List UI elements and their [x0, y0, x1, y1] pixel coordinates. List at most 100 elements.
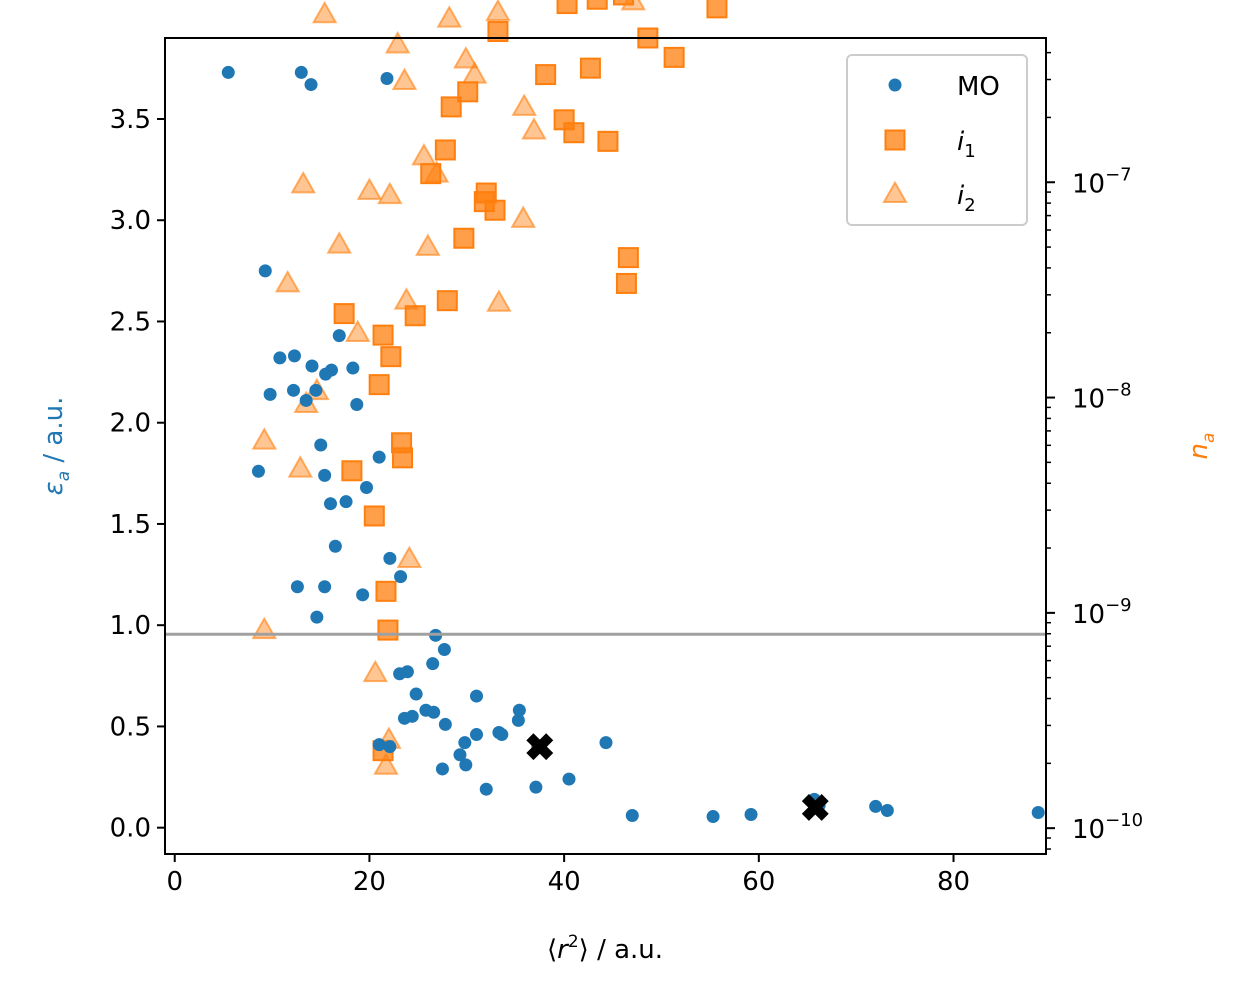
left-y-tick-label: 0.5: [110, 712, 151, 742]
i1-point: [615, 272, 637, 294]
i2-point: [362, 659, 389, 683]
i1-point: [440, 96, 462, 118]
i1-point: [663, 46, 685, 68]
mo-point: [258, 264, 272, 278]
x-tick-label: 20: [353, 867, 386, 897]
mo-point: [405, 709, 419, 723]
i2-point: [377, 181, 403, 205]
i2-point: [453, 46, 479, 69]
i2-point: [521, 117, 547, 140]
mo-point: [880, 803, 894, 817]
i1-point: [457, 81, 479, 103]
right-axis-title: na: [1184, 433, 1219, 460]
mo-point: [290, 580, 304, 594]
mo-point: [437, 642, 451, 656]
i2-point: [326, 231, 352, 254]
i1-point: [487, 21, 509, 43]
mo-point: [869, 799, 883, 813]
mo-point: [438, 717, 452, 731]
mo-point: [318, 580, 332, 594]
right-y-tick-label: 10−8: [1072, 380, 1132, 415]
points-layer: [221, 0, 1045, 824]
axes-layer: 0 20 40 60 80 0.0 0.5 1.0 1.5 2.0 2.5 3.0 3.5 10−10 10…: [110, 51, 1143, 897]
i1-point: [380, 346, 402, 368]
legend-marker-i2: [882, 180, 908, 203]
legend-frame: [846, 54, 1028, 226]
mo-point: [458, 736, 472, 750]
mo-point: [599, 736, 613, 750]
i2-point: [415, 233, 441, 256]
left-axis-title: εa / a.u.: [39, 397, 74, 496]
mo-point: [470, 728, 484, 742]
i1-point: [404, 305, 426, 327]
legend-label-i1: i1: [957, 127, 976, 162]
i2-point: [396, 545, 423, 569]
mo-point: [286, 383, 300, 397]
left-y-tick-label: 3.0: [110, 206, 151, 236]
mo-point: [324, 363, 338, 377]
i1-point: [613, 0, 635, 6]
i1-point: [375, 580, 397, 602]
mo-point: [409, 687, 423, 701]
mo-point: [310, 610, 324, 624]
mo-point: [744, 808, 758, 822]
mo-point: [372, 738, 386, 752]
mo-point: [529, 780, 543, 794]
i2-point: [274, 270, 301, 293]
legend-marker-mo: [888, 78, 902, 92]
left-y-tick-label: 1.5: [110, 510, 151, 540]
i1-point: [333, 303, 355, 325]
i2-point: [436, 5, 462, 28]
i1-point: [556, 0, 578, 15]
mo-point: [380, 71, 394, 85]
i2-point: [287, 455, 314, 478]
left-y-tick-label: 3.5: [110, 105, 151, 135]
cross-marker: [526, 733, 554, 761]
right-y-tick-label: 10−10: [1072, 810, 1143, 845]
i2-point: [290, 170, 316, 194]
x-tick-label: 40: [548, 867, 581, 897]
mo-point: [706, 810, 720, 824]
cross-marker-layer: [526, 733, 829, 821]
mo-point: [453, 748, 467, 762]
i1-point: [586, 0, 608, 10]
mo-point: [426, 657, 440, 671]
mo-point: [221, 65, 235, 79]
mo-point: [394, 570, 408, 584]
i2-point: [510, 205, 536, 228]
cross-marker: [801, 793, 829, 821]
mo-point: [360, 481, 374, 495]
i1-point: [563, 122, 585, 144]
mo-point: [314, 438, 328, 452]
mo-point: [400, 665, 414, 679]
i2-point: [356, 177, 383, 200]
mo-point: [511, 713, 525, 727]
mo-point: [625, 809, 639, 823]
mo-point: [356, 588, 370, 602]
mo-point: [512, 703, 526, 717]
i2-point: [485, 0, 511, 22]
i1-point: [436, 290, 458, 312]
i2-point: [486, 289, 512, 312]
mo-point: [318, 468, 332, 482]
mo-point: [350, 397, 364, 411]
mo-point: [323, 497, 337, 511]
mo-point: [479, 782, 493, 796]
right-y-tick-label: 10−7: [1072, 164, 1132, 199]
x-tick-label: 0: [166, 867, 183, 897]
i1-point: [434, 139, 456, 161]
right-y-tick-label: 10−9: [1072, 595, 1132, 630]
i1-point: [706, 0, 728, 19]
i1-point: [579, 57, 601, 79]
legend-label-mo: MO: [957, 72, 1000, 102]
mo-point: [305, 359, 319, 373]
i2-point: [251, 427, 278, 450]
mo-point: [339, 495, 353, 509]
mo-point: [299, 393, 313, 407]
left-y-tick-label: 2.5: [110, 307, 151, 337]
i1-point: [453, 227, 475, 249]
mo-point: [383, 551, 397, 565]
mo-point: [287, 349, 301, 363]
i1-point: [392, 447, 414, 469]
